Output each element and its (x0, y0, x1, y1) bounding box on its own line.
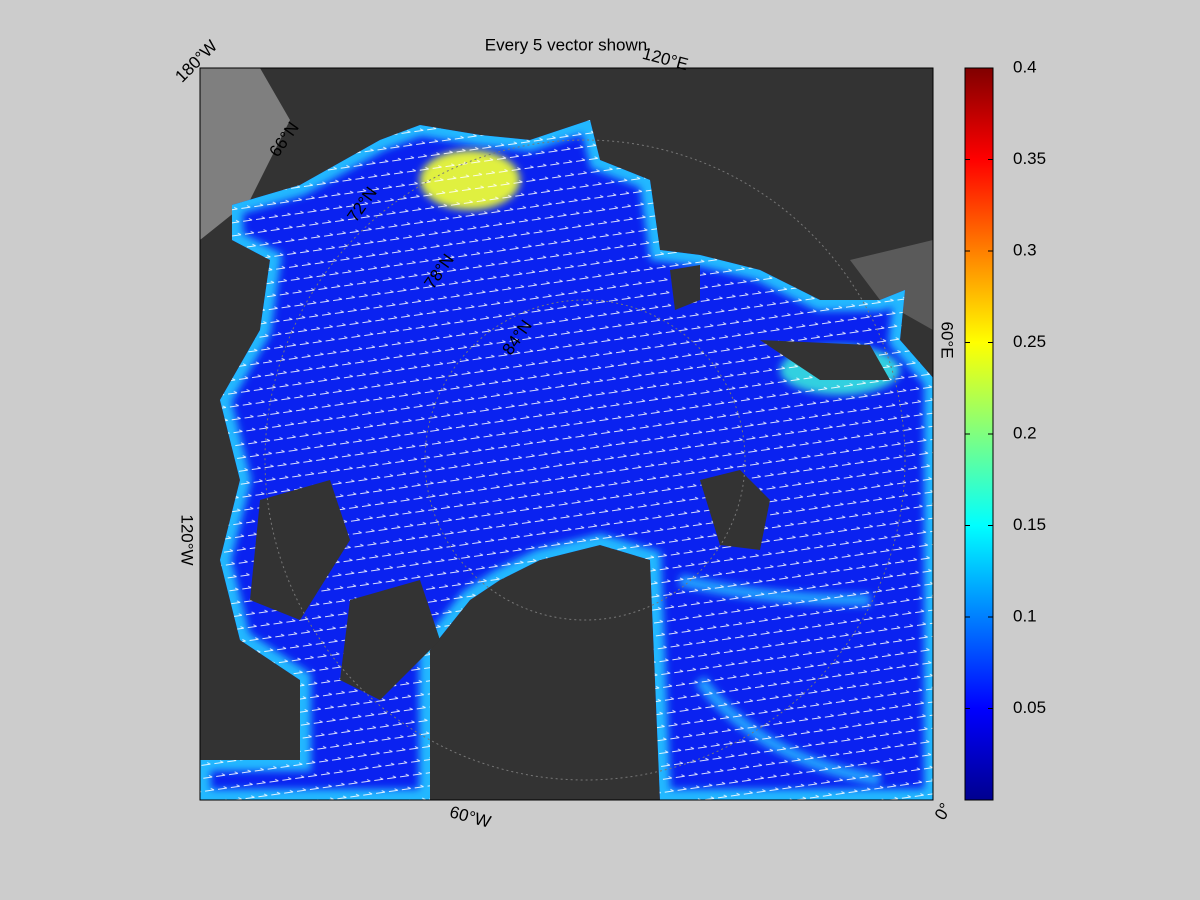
longitude-label: 0° (931, 800, 956, 824)
longitude-label: 60°E (938, 321, 957, 358)
island (670, 265, 700, 310)
island (250, 480, 440, 700)
colorbar-tick-label: 0.25 (1013, 332, 1046, 351)
shelf (850, 240, 933, 330)
colorbar-tick-label: 0.35 (1013, 149, 1046, 168)
colorbar-tick-label: 0.2 (1013, 423, 1037, 442)
colorbar-tick-label: 0.3 (1013, 240, 1037, 259)
graticule (424, 299, 746, 621)
longitude-label: 60°W (448, 802, 493, 831)
graticule (264, 139, 906, 781)
colorbar-tick-label: 0.1 (1013, 606, 1037, 625)
island (760, 340, 890, 380)
longitude-label: 120°W (178, 514, 197, 565)
map-frame (199, 67, 934, 801)
shelf (200, 68, 290, 240)
title: Every 5 vector shown (485, 35, 648, 54)
colorbar-tick-label: 0.15 (1013, 515, 1046, 534)
map (200, 68, 933, 800)
island (700, 470, 770, 550)
colorbar-tick-label: 0.05 (1013, 698, 1046, 717)
colorbar-tick-label: 0.4 (1013, 57, 1037, 76)
